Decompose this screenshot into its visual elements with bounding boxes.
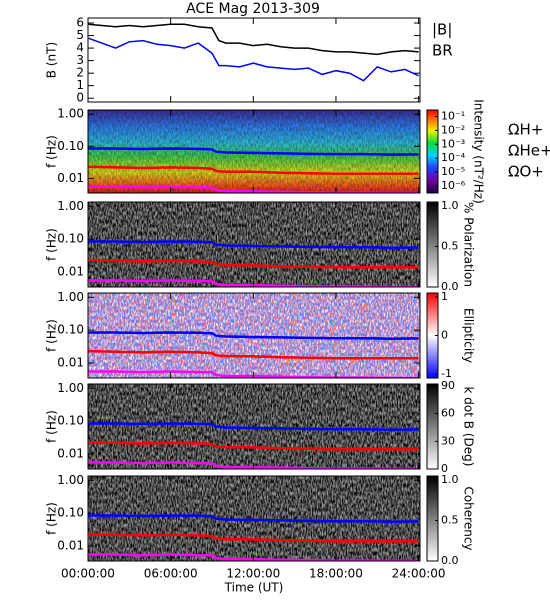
colorbar-tick-label: 0.5 bbox=[441, 514, 459, 527]
gyrofrequency-line bbox=[88, 440, 419, 451]
colorbar-tick-label: 0 bbox=[441, 462, 448, 475]
colorbar-label: % Polarization bbox=[462, 202, 476, 287]
plot-area bbox=[88, 476, 420, 561]
gyrofrequency-line bbox=[88, 258, 419, 269]
plot-area bbox=[88, 23, 419, 82]
legend-entry: |B| bbox=[432, 21, 452, 39]
spectrogram-texture bbox=[88, 384, 420, 469]
colorbar-tick-label: 1.0 bbox=[441, 199, 459, 212]
plot-area bbox=[88, 202, 420, 287]
colorbar-tick-label: 0 bbox=[441, 329, 448, 342]
y-tick-label: 0.01 bbox=[57, 265, 84, 279]
colorbar-label: Intensity (nT²/Hz) bbox=[472, 99, 486, 204]
gyrofrequency-line bbox=[88, 349, 419, 360]
colorbar bbox=[426, 383, 439, 470]
y-tick-label: 4 bbox=[76, 41, 84, 55]
plot-frame bbox=[87, 201, 421, 288]
y-axis-label: B (nT) bbox=[45, 42, 59, 78]
gyrofrequency-line bbox=[88, 514, 419, 523]
colorbar-tick-label: 0.0 bbox=[441, 554, 459, 567]
y-axis-label: f (Hz) bbox=[45, 228, 59, 261]
legend-entry: ΩH+ bbox=[508, 121, 543, 139]
spectrogram-texture bbox=[88, 202, 420, 287]
colorbar-tick-label: 10⁻⁵ bbox=[441, 165, 465, 178]
plot-frame bbox=[87, 383, 421, 470]
y-tick-label: 1 bbox=[76, 78, 84, 92]
spectrogram-texture bbox=[88, 110, 420, 193]
y-tick-label: 1.00 bbox=[57, 107, 84, 121]
x-tick-label: 24:00:00 bbox=[392, 567, 446, 581]
x-tick-label: 06:00:00 bbox=[144, 567, 198, 581]
colorbar-tick-label: 10⁻⁶ bbox=[441, 179, 466, 192]
x-tick-label: 00:00:00 bbox=[61, 567, 115, 581]
y-axis-label: f (Hz) bbox=[45, 410, 59, 443]
colorbar-tick-label: 10⁻³ bbox=[441, 137, 465, 150]
y-tick-label: 0.01 bbox=[57, 447, 84, 461]
y-tick-label: 0.01 bbox=[57, 356, 84, 370]
x-tick-label: 18:00:00 bbox=[309, 567, 363, 581]
colorbar-tick-label: 0.0 bbox=[441, 280, 459, 293]
colorbar-label: Ellipticity bbox=[462, 308, 476, 363]
colorbar-tick-label: 90 bbox=[441, 379, 455, 392]
chart-title: ACE Mag 2013-309 bbox=[186, 1, 320, 17]
y-axis-label: f (Hz) bbox=[45, 135, 59, 168]
legend-entry: BR bbox=[432, 42, 453, 60]
y-tick-label: 3 bbox=[76, 53, 84, 67]
line bbox=[88, 37, 419, 82]
gyrofrequency-line bbox=[88, 165, 419, 175]
y-tick-label: 2 bbox=[76, 66, 84, 80]
plot-frame bbox=[87, 17, 421, 103]
plot-frame bbox=[87, 475, 421, 562]
colorbar bbox=[426, 109, 439, 194]
colorbar-tick-label: 1 bbox=[441, 290, 448, 303]
x-tick-label: 12:00:00 bbox=[226, 567, 280, 581]
y-axis-label: f (Hz) bbox=[45, 319, 59, 352]
y-tick-label: 0.10 bbox=[57, 232, 84, 246]
plot-area bbox=[88, 293, 420, 378]
plot-area bbox=[88, 110, 420, 193]
colorbar-tick-label: -1 bbox=[441, 367, 452, 380]
gyrofrequency-line bbox=[88, 331, 419, 340]
gyrofrequency-line bbox=[88, 147, 419, 156]
y-tick-label: 0 bbox=[76, 91, 84, 105]
y-tick-label: 1.00 bbox=[57, 199, 84, 213]
y-tick-label: 0.10 bbox=[57, 323, 84, 337]
y-tick-label: 5 bbox=[76, 28, 84, 42]
spectrogram-texture bbox=[88, 476, 420, 561]
gyrofrequency-line bbox=[88, 422, 419, 431]
colorbar-tick-label: 60 bbox=[441, 407, 455, 420]
y-tick-label: 1.00 bbox=[57, 381, 84, 395]
y-tick-label: 6 bbox=[76, 16, 84, 30]
line bbox=[88, 23, 419, 56]
colorbar-tick-label: 30 bbox=[441, 434, 455, 447]
gyrofrequency-line bbox=[88, 240, 419, 249]
colorbar-label: Coherency bbox=[462, 486, 476, 550]
colorbar-tick-label: 10⁻¹ bbox=[441, 110, 465, 123]
gyrofrequency-line bbox=[88, 532, 419, 543]
colorbar-tick-label: 1.0 bbox=[441, 473, 459, 486]
legend-entry: ΩHe+ bbox=[508, 142, 550, 160]
plot-area bbox=[88, 384, 420, 469]
y-tick-label: 0.01 bbox=[57, 539, 84, 553]
colorbar bbox=[426, 475, 439, 562]
plot-frame bbox=[87, 292, 421, 379]
legend-entry: ΩO+ bbox=[508, 163, 544, 181]
spectrogram-texture bbox=[88, 293, 420, 378]
y-axis-label: f (Hz) bbox=[45, 502, 59, 535]
y-tick-label: 0.10 bbox=[57, 139, 84, 153]
y-tick-label: 0.10 bbox=[57, 414, 84, 428]
colorbar bbox=[426, 201, 439, 288]
y-tick-label: 0.01 bbox=[57, 171, 84, 185]
colorbar-label: k dot B (Deg) bbox=[462, 387, 476, 467]
colorbar-tick-label: 10⁻⁴ bbox=[441, 151, 466, 164]
colorbar-tick-label: 0.5 bbox=[441, 240, 459, 253]
y-tick-label: 1.00 bbox=[57, 473, 84, 487]
y-tick-label: 0.10 bbox=[57, 506, 84, 520]
colorbar-tick-label: 10⁻² bbox=[441, 123, 465, 136]
x-axis-label: Time (UT) bbox=[224, 581, 284, 595]
y-tick-label: 1.00 bbox=[57, 290, 84, 304]
plot-frame bbox=[87, 109, 421, 194]
